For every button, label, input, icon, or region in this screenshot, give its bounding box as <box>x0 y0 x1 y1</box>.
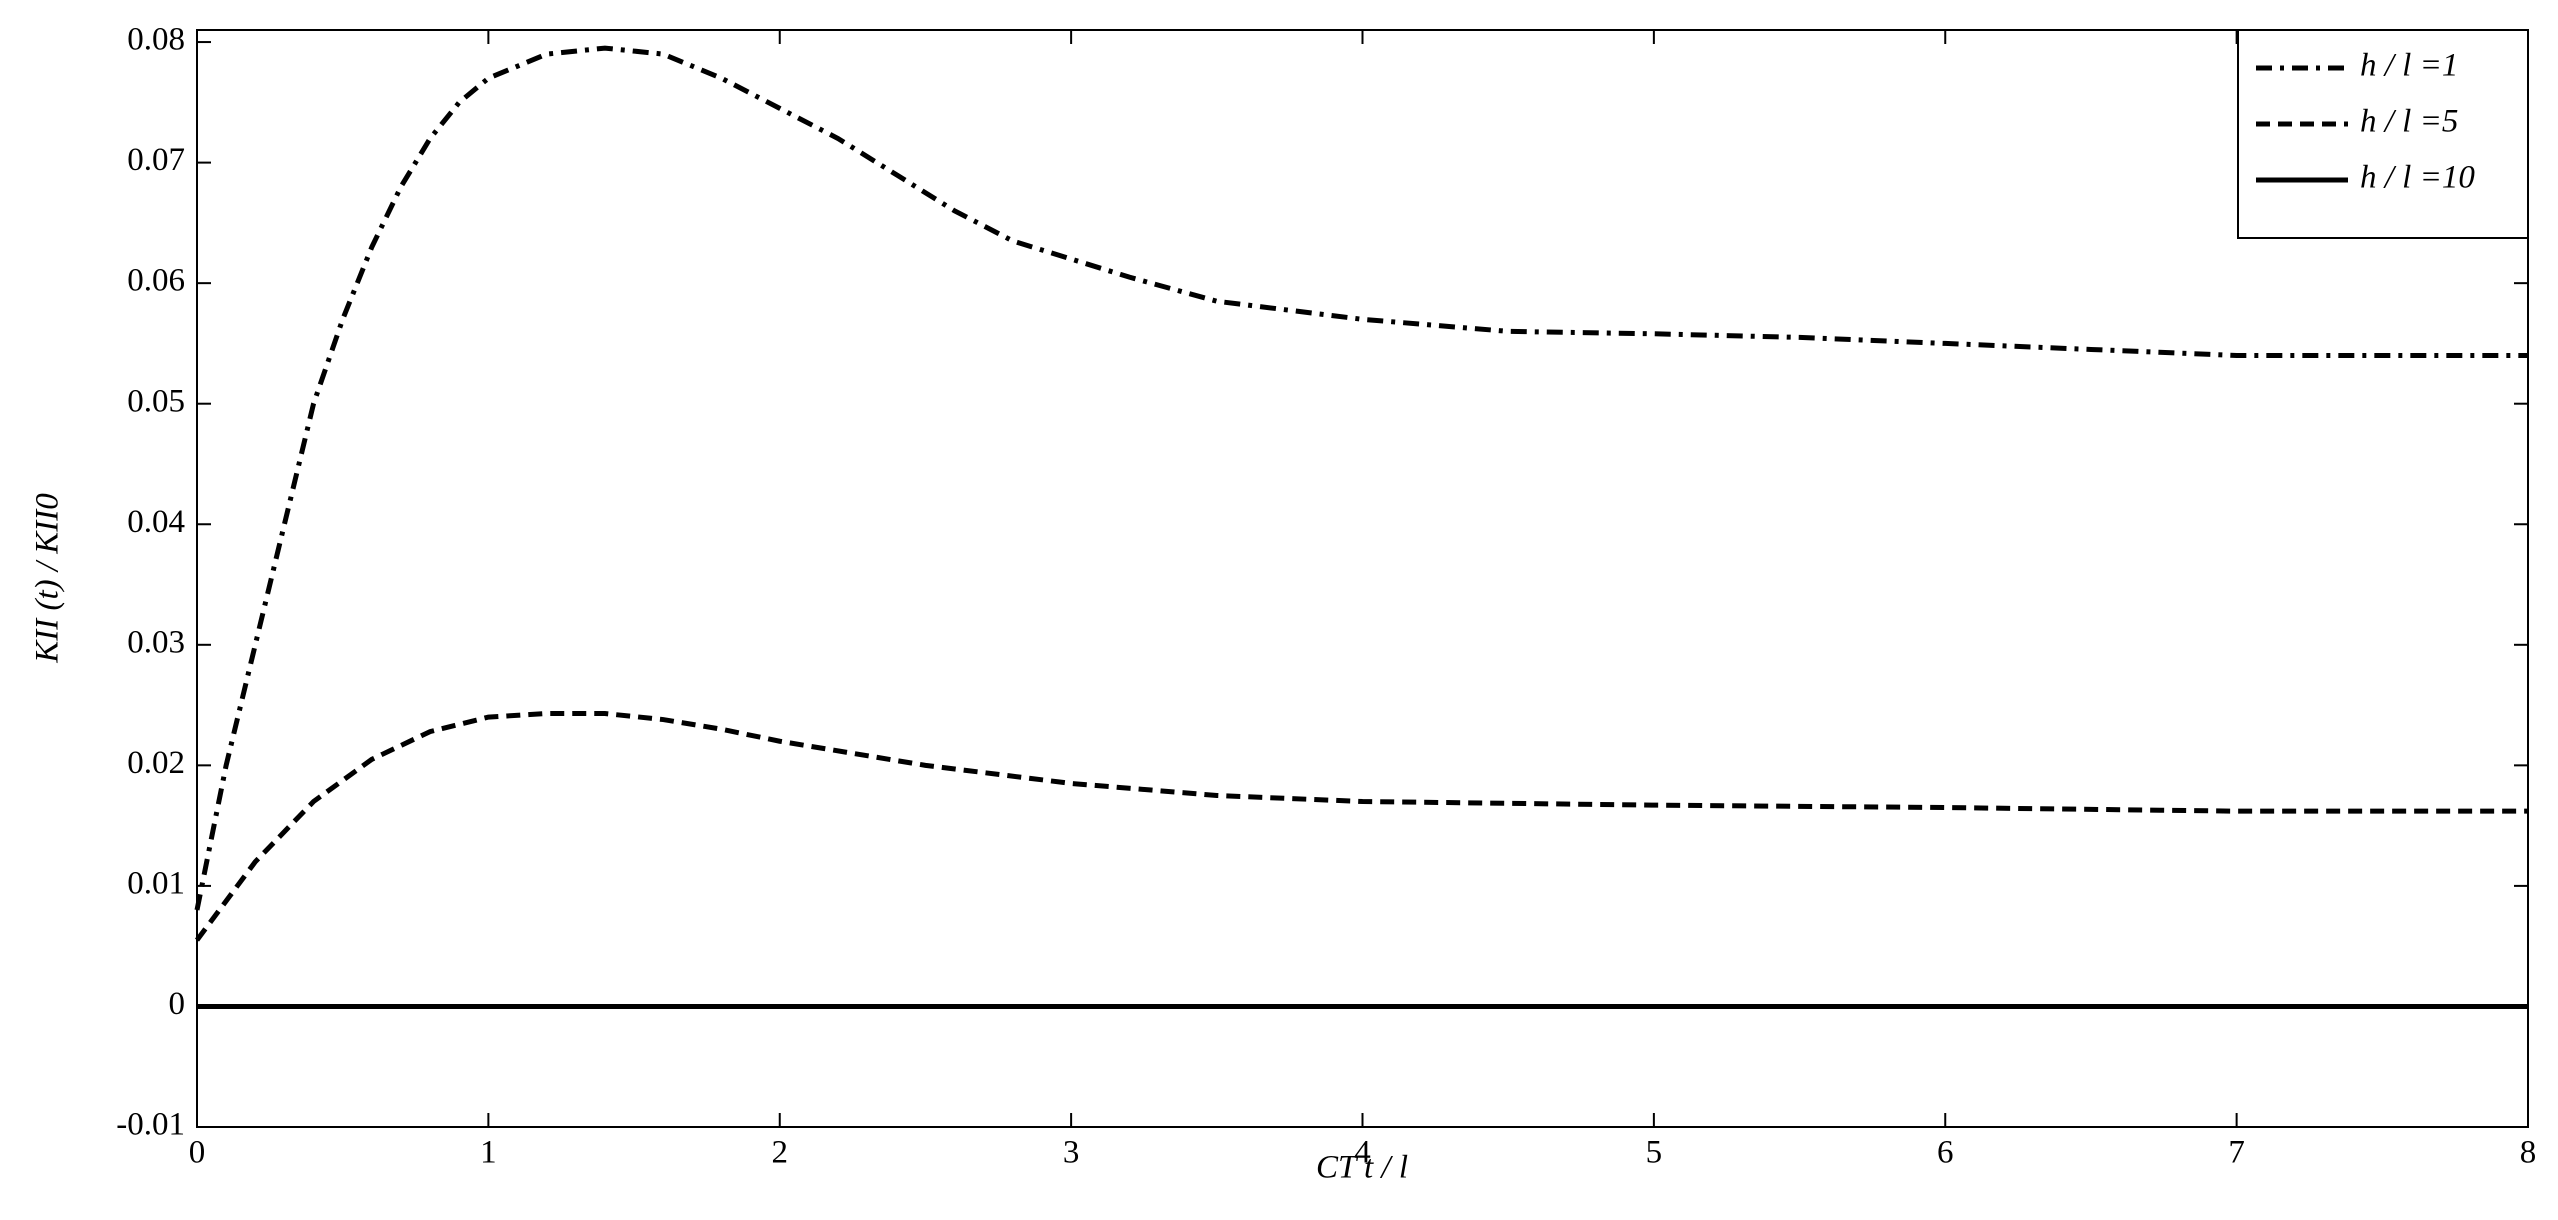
y-tick-label: 0 <box>169 986 186 1022</box>
y-tick-label: 0.06 <box>127 263 185 299</box>
x-tick-label: 5 <box>1646 1135 1663 1171</box>
x-tick-label: 7 <box>2228 1135 2245 1171</box>
legend-label: h / l =5 <box>2360 104 2458 140</box>
x-tick-label: 1 <box>480 1135 497 1171</box>
x-axis-label: CT t / l <box>1316 1150 1408 1186</box>
legend-label: h / l =1 <box>2360 48 2458 84</box>
x-tick-label: 6 <box>1937 1135 1954 1171</box>
x-tick-label: 0 <box>189 1135 206 1171</box>
y-axis-label: KII (t) / KII0 <box>30 493 66 664</box>
y-tick-label: 0.07 <box>127 142 185 178</box>
y-tick-label: 0.02 <box>127 745 185 781</box>
y-tick-label: 0.05 <box>127 383 185 419</box>
y-tick-label: 0.04 <box>127 504 185 540</box>
y-tick-label: 0.01 <box>127 865 185 901</box>
line <box>194 45 2528 911</box>
x-tick-label: 3 <box>1063 1135 1080 1171</box>
legend-label: h / l =10 <box>2360 160 2475 196</box>
legend-box <box>2237 29 2529 239</box>
line <box>194 711 2528 942</box>
x-tick-label: 8 <box>2520 1135 2537 1171</box>
y-tick-label: -0.01 <box>116 1107 185 1143</box>
y-tick-label: 0.03 <box>127 624 185 660</box>
x-tick-label: 2 <box>772 1135 789 1171</box>
y-tick-label: 0.08 <box>127 22 185 58</box>
x-tick-label: 4 <box>1354 1135 1371 1171</box>
